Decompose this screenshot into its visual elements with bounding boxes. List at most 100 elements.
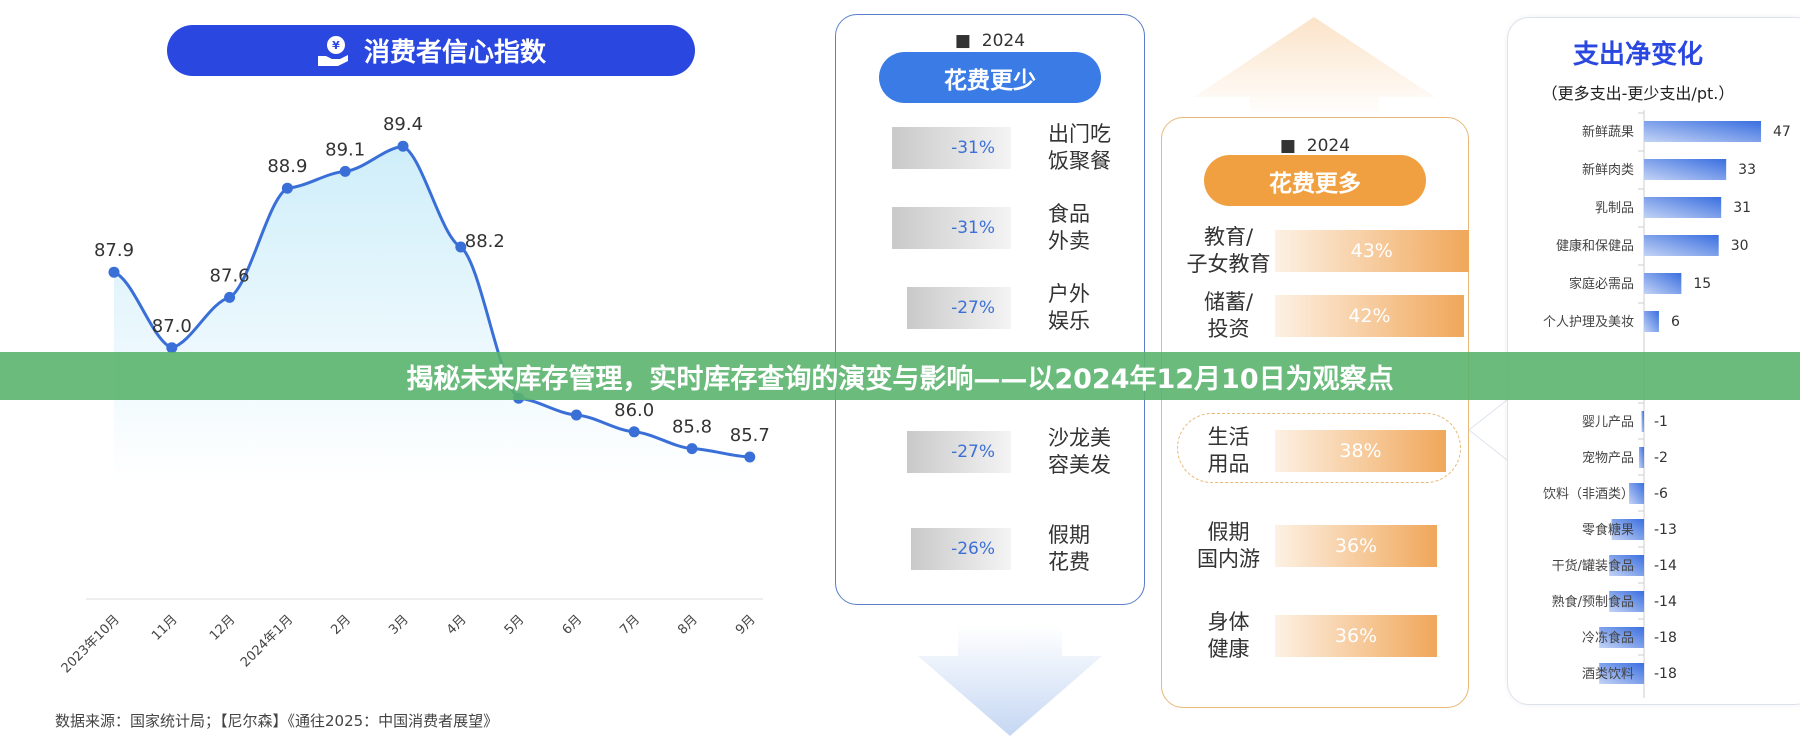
category-label: 食品 外卖	[1048, 201, 1128, 255]
category-label-line: 容美发	[1047, 453, 1111, 477]
data-point	[628, 426, 640, 438]
spend-less-panel: ■ 2024 花费更少 -31% 出门吃 饭聚餐 -31% 食品 外卖 -27% 户外 娱乐 -2…	[835, 14, 1145, 605]
bar	[1599, 627, 1644, 648]
bar-row: -27% 户外娱乐	[907, 281, 1128, 335]
category-label-line: 国内游	[1197, 547, 1260, 571]
data-label: 85.7	[730, 425, 770, 446]
value-label: -18	[1654, 630, 1677, 646]
category-label-line: 沙龙美	[1047, 426, 1111, 450]
spend-more-pill: 花费更多	[1204, 155, 1426, 206]
category-label: 饮料（非酒类）	[1543, 487, 1634, 502]
category-label-line: 身体	[1207, 610, 1250, 634]
category-label-line: 子女教育	[1186, 252, 1271, 276]
data-label: 85.8	[672, 417, 712, 438]
category-label: 个人护理及美妆	[1543, 315, 1634, 330]
category-label-line: 假期	[1047, 523, 1090, 547]
bar-value-label: 36%	[1334, 625, 1378, 647]
category-label: 熟食/预制食品	[1552, 594, 1634, 610]
category-label-line: 户外	[1047, 282, 1090, 306]
hand-yuan-icon: ¥	[317, 35, 348, 66]
value-label: -18	[1654, 666, 1677, 682]
category-label: 沙龙美 容美发	[1048, 425, 1128, 479]
line-chart: 87.9 2023年10月 87.0 11月 87.6 12月 88.9 2024年1月 89.…	[59, 114, 770, 676]
bar	[1611, 519, 1644, 540]
bar	[1609, 555, 1644, 576]
category-label-line: 教育/	[1203, 225, 1254, 249]
bar-row: 身体健康 36%	[1182, 609, 1437, 663]
category-label-line: 娱乐	[1047, 309, 1090, 333]
bar-value-label: -31%	[951, 218, 995, 238]
category-label-line: 饭聚餐	[1047, 149, 1111, 173]
x-tick-label: 8月	[675, 612, 701, 638]
category-label-line: 投资	[1207, 317, 1250, 341]
bar-row: -31% 食品 外卖	[891, 201, 1128, 255]
svg-text:¥: ¥	[332, 39, 340, 52]
value-label: 33	[1738, 162, 1756, 178]
data-point	[455, 241, 467, 253]
legend-label: 2024	[981, 31, 1026, 51]
net-subtitle: （更多支出-更少支出/pt.）	[1541, 84, 1735, 103]
data-label: 88.9	[267, 156, 307, 177]
bar-row: -31% 出门吃 饭聚餐	[891, 121, 1128, 175]
x-tick-label: 5月	[502, 612, 528, 638]
data-point	[339, 165, 351, 177]
value-label: 30	[1731, 238, 1749, 254]
x-tick-label: 4月	[444, 612, 470, 638]
x-tick-label: 11月	[149, 612, 180, 643]
highlight-ellipse	[1177, 413, 1461, 483]
category-label-line: 花费	[1047, 550, 1090, 574]
category-label: 新鲜肉类	[1582, 162, 1634, 178]
data-label: 87.6	[210, 265, 250, 286]
category-label: 假期 花费	[1048, 522, 1128, 576]
x-tick-label: 2023年10月	[59, 612, 123, 676]
category-label: 生活用品	[1182, 424, 1275, 478]
data-label: 88.2	[465, 231, 505, 252]
category-label: 酒类饮料	[1582, 667, 1634, 682]
data-label: 89.1	[325, 139, 365, 160]
net-title: 支出净变化	[1572, 40, 1703, 70]
value-label: -2	[1654, 450, 1668, 466]
bar	[1609, 591, 1644, 612]
value-label: 15	[1693, 276, 1711, 292]
bar-value-label: -27%	[951, 298, 995, 318]
category-label: 家庭必需品	[1569, 276, 1634, 292]
bar: -26%	[911, 528, 1011, 570]
x-tick-label: 9月	[733, 612, 759, 638]
bar: -31%	[891, 127, 1011, 169]
data-point	[281, 182, 293, 194]
x-tick-label: 12月	[207, 612, 238, 643]
bar	[1644, 273, 1682, 294]
legend-label: 2024	[1306, 136, 1351, 156]
bar: 36%	[1275, 525, 1437, 567]
bar: -31%	[891, 207, 1011, 249]
category-label: 宠物产品	[1582, 450, 1634, 466]
bar-row: 教育/子女教育 43%	[1182, 224, 1469, 278]
bar-value-label: 42%	[1348, 305, 1391, 327]
data-point	[224, 291, 236, 303]
spend-more-panel: ■ 2024 花费更多 教育/子女教育 43% 储蓄/投资 42% 生活用品 38% 假期国…	[1161, 117, 1469, 708]
bar-value-label: 38%	[1339, 440, 1382, 462]
category-label-line: 健康	[1207, 637, 1250, 661]
value-label: 47	[1773, 124, 1791, 140]
category-label: 健康和保健品	[1556, 238, 1634, 254]
article-title-banner: 揭秘未来库存管理，实时库存查询的演变与影响——以2024年12月10日为观察点	[0, 352, 1800, 400]
bar: -27%	[907, 287, 1011, 329]
category-label: 出门吃 饭聚餐	[1048, 121, 1128, 175]
bar	[1644, 311, 1659, 332]
bar-row: -26% 假期花费	[911, 522, 1128, 576]
category-label: 教育/子女教育	[1182, 224, 1275, 278]
bar	[1644, 197, 1722, 218]
value-label: -14	[1654, 594, 1677, 610]
bar: 38%	[1275, 430, 1446, 472]
bar-row: 储蓄/投资 42%	[1182, 289, 1464, 343]
bar	[1641, 411, 1644, 432]
x-tick-label: 7月	[617, 612, 643, 638]
chart-title-pill: ¥ 消费者信心指数	[167, 25, 695, 76]
category-label-line: 假期	[1207, 520, 1250, 544]
bar-row: 生活用品 38%	[1182, 424, 1446, 478]
category-label-line: 外卖	[1047, 229, 1090, 253]
bar-value-label: -31%	[951, 138, 995, 158]
bar-row: -27% 沙龙美 容美发	[907, 425, 1128, 479]
up-arrow-icon	[1194, 17, 1435, 117]
data-point	[570, 409, 582, 421]
